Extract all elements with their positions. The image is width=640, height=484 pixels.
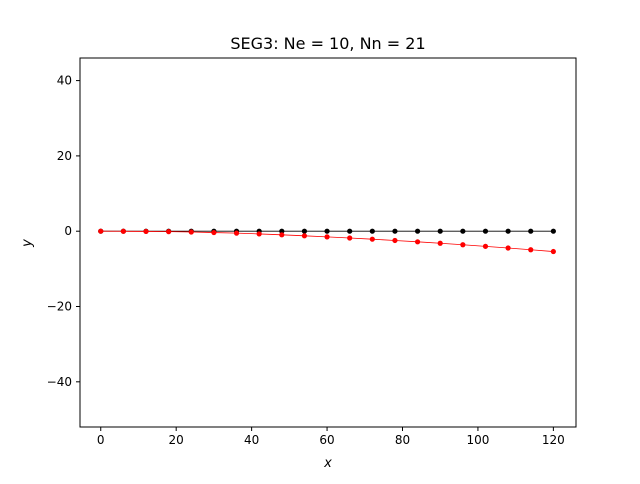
series-1-point [98,228,104,234]
series-1-point [143,228,149,235]
x-axis-ticks: 0 20 40 60 80 100 120 [97,427,565,447]
series-1-point [392,237,398,244]
series-0-point [369,228,375,234]
series-0-point [482,228,489,234]
series-1-point [460,242,466,248]
y-axis-label: y [20,239,35,248]
series-layer [98,228,556,255]
series-0-point [437,228,443,234]
series-1-point [166,229,172,235]
x-tick-label: 120 [542,433,565,447]
x-tick-label: 20 [169,433,184,447]
x-axis-label: x [323,456,332,471]
series-0-point [324,228,330,234]
plot-area [98,228,556,255]
series-1-point [301,233,308,239]
series-1-point [347,235,353,241]
x-tick-label: 100 [466,433,489,447]
series-1-point [550,248,556,255]
series-1-point [188,229,194,235]
series-1-point [233,230,240,236]
y-tick-label: 20 [57,149,72,163]
x-tick-label: 40 [244,433,259,447]
series-0-point [528,228,534,234]
y-axis-ticks: −40 −20 0 20 40 [47,74,80,389]
series-1-point [528,247,534,253]
series-1-point [279,232,285,238]
series-0-point [347,228,353,234]
chart-title: SEG3: Ne = 10, Nn = 21 [230,34,425,53]
axes-frame [79,57,577,428]
series-0-point [505,228,511,234]
x-tick-label: 0 [97,433,105,447]
series-0-point [414,228,421,234]
series-0-point [301,228,308,234]
series-1-point [211,229,217,236]
series-0-point [460,228,466,234]
series-0-point [392,228,398,234]
series-1-point [437,240,443,246]
x-tick-label: 80 [395,433,410,447]
series-1-point [120,228,126,234]
x-tick-label: 60 [319,433,334,447]
series-0-point [279,228,285,234]
y-tick-label: −20 [47,300,72,314]
series-1-point [256,231,262,237]
series-1-point [369,236,375,242]
series-1-point [505,245,511,251]
series-1-point [482,243,489,249]
series-0-point [550,228,556,234]
y-tick-label: −40 [47,375,72,389]
y-tick-label: 40 [57,74,72,88]
series-1-point [324,234,330,240]
series-1-point [414,239,421,245]
y-tick-label: 0 [64,224,72,238]
